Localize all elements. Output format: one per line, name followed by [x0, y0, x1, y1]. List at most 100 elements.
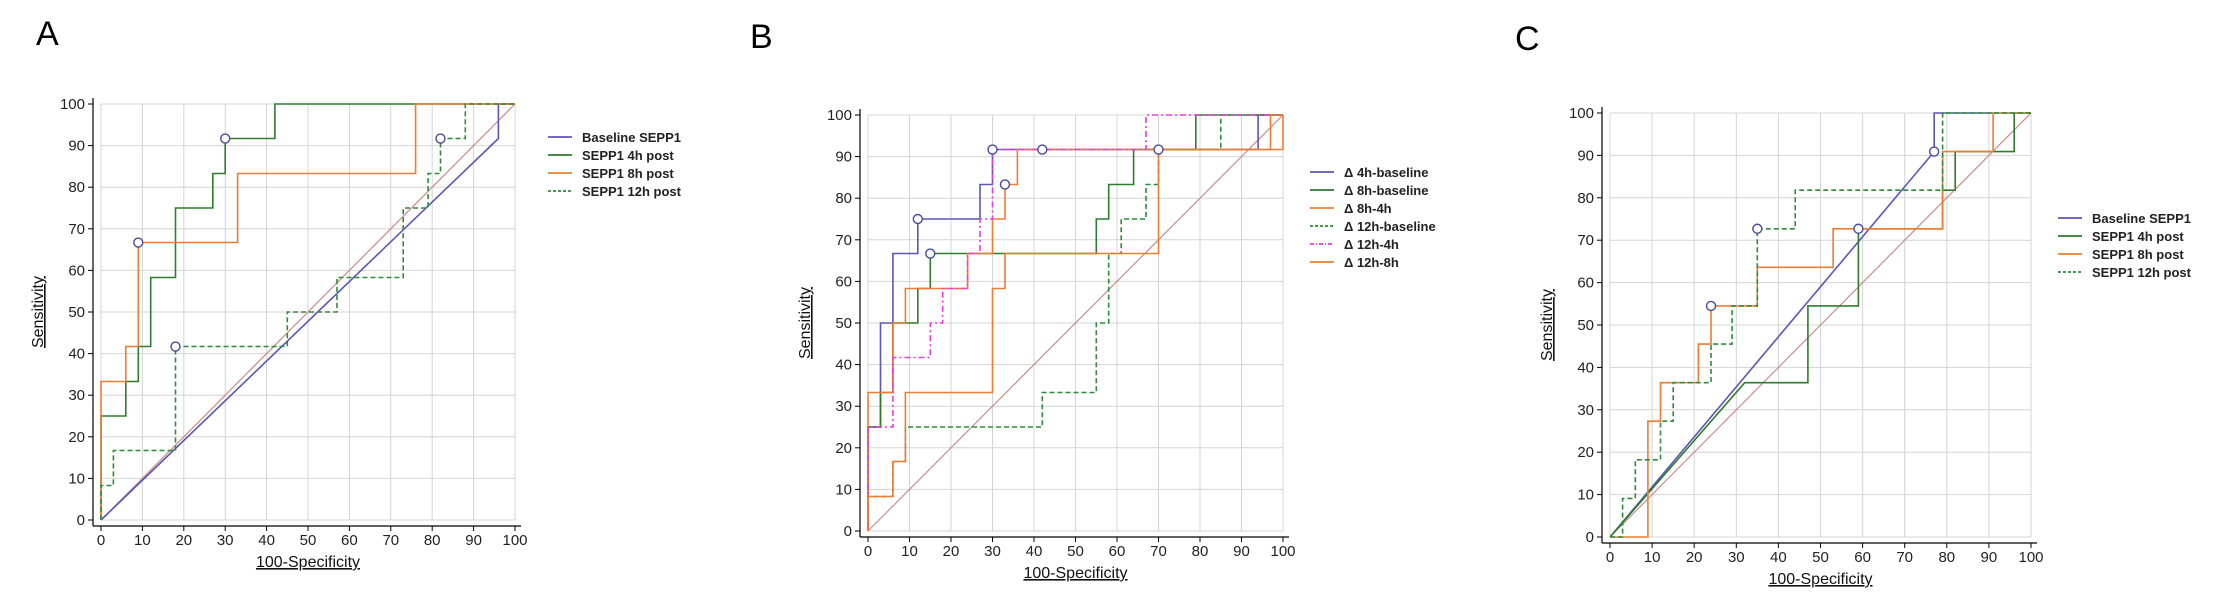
x-tick-label: 30 — [217, 532, 234, 549]
legend-label: Δ 8h-4h — [1344, 201, 1392, 216]
x-tick-label: 90 — [1981, 549, 1998, 566]
x-tick-label: 40 — [1770, 549, 1787, 566]
panel-a: A 0 10 20 30 40 50 60 70 80 90 100 0 10 20 30 40 50 60 70 80… — [30, 15, 682, 571]
x-tick-label: 60 — [1109, 543, 1126, 560]
legend-label: SEPP1 4h post — [582, 148, 674, 163]
x-tick-label: 80 — [1192, 543, 1209, 560]
x-tick-label: 70 — [1150, 543, 1167, 560]
y-tick-label: 60 — [835, 273, 852, 290]
x-axis-label: 100-Specificity — [1768, 571, 1872, 588]
x-tick-label: 20 — [175, 532, 192, 549]
y-tick-label: 80 — [835, 190, 852, 207]
y-tick-label: 90 — [835, 149, 852, 166]
y-tick-label: 50 — [835, 315, 852, 332]
x-tick-label: 100 — [2018, 549, 2043, 566]
y-tick-label: 40 — [1577, 359, 1594, 376]
legend-label: SEPP1 12h post — [2092, 265, 2192, 280]
y-tick-label: 50 — [1577, 317, 1594, 334]
y-tick-label: 50 — [68, 304, 85, 321]
y-tick-label: 70 — [1577, 232, 1594, 249]
x-tick-label: 10 — [901, 543, 918, 560]
x-tick-label: 80 — [424, 532, 441, 549]
y-tick-label: 70 — [835, 232, 852, 249]
x-tick-label: 70 — [382, 532, 399, 549]
y-tick-label: 90 — [1577, 147, 1594, 164]
cutoff-marker — [1928, 146, 1940, 157]
panel-label: B — [750, 18, 773, 56]
cutoff-marker — [133, 237, 144, 248]
y-axis-label: Sensitivity — [797, 287, 814, 359]
legend-label: SEPP1 8h post — [582, 166, 674, 181]
x-tick-label: 0 — [1606, 549, 1614, 566]
series-line-6 — [867, 114, 1283, 531]
panel-b: B 0 10 20 30 40 50 60 70 80 90 100 0 10 20 30 40 50 60 70 80… — [750, 18, 1436, 582]
y-tick-label: 60 — [1577, 275, 1594, 292]
panel-label: A — [36, 15, 59, 53]
cutoff-marker — [987, 144, 998, 155]
y-tick-label: 10 — [835, 481, 852, 498]
cutoff-marker — [1853, 223, 1864, 234]
x-axis-label: 100-Specificity — [1023, 565, 1127, 582]
y-tick-label: 0 — [77, 512, 85, 529]
reference-diagonal — [867, 114, 1284, 532]
y-tick-label: 100 — [827, 107, 852, 124]
y-tick-label: 100 — [60, 96, 85, 113]
legend-label: SEPP1 4h post — [2092, 229, 2184, 244]
cutoff-marker — [219, 133, 231, 144]
cutoff-marker — [999, 179, 1011, 190]
x-tick-label: 20 — [943, 543, 960, 560]
cutoff-marker — [170, 341, 181, 352]
series-line-4 — [1610, 112, 2031, 538]
legend-label: Baseline SEPP1 — [582, 130, 681, 145]
x-axis-label: 100-Specificity — [256, 554, 360, 571]
cutoff-marker — [435, 133, 446, 144]
y-tick-label: 40 — [835, 357, 852, 374]
x-tick-label: 60 — [1854, 549, 1871, 566]
cutoff-marker — [1037, 144, 1048, 155]
x-tick-label: 50 — [1067, 543, 1084, 560]
x-tick-label: 10 — [1644, 549, 1661, 566]
y-tick-label: 20 — [68, 429, 85, 446]
x-tick-label: 100 — [1270, 543, 1295, 560]
x-tick-label: 50 — [1812, 549, 1829, 566]
y-tick-label: 70 — [68, 221, 85, 238]
cutoff-marker — [1153, 144, 1164, 155]
y-tick-label: 100 — [1569, 105, 1594, 122]
x-tick-label: 40 — [1026, 543, 1043, 560]
y-axis-label: Sensitivity — [30, 276, 47, 348]
panel-c: C 0 10 20 30 40 50 60 70 80 90 100 0 10 20 30 40 50 60 70 80… — [1515, 20, 2192, 588]
x-tick-label: 100 — [502, 532, 527, 549]
series-line-3 — [867, 115, 1284, 531]
series-line-2 — [100, 103, 515, 520]
legend-label: SEPP1 8h post — [2092, 247, 2184, 262]
y-tick-label: 30 — [835, 398, 852, 415]
y-tick-label: 0 — [844, 523, 852, 540]
x-tick-label: 90 — [1233, 543, 1250, 560]
cutoff-marker — [1705, 300, 1717, 312]
x-tick-label: 30 — [1728, 549, 1745, 566]
x-tick-label: 70 — [1896, 549, 1913, 566]
x-tick-label: 10 — [134, 532, 151, 549]
x-tick-label: 0 — [97, 532, 105, 549]
legend-label: Δ 12h-4h — [1344, 237, 1399, 252]
cutoff-marker — [1752, 223, 1763, 234]
y-tick-label: 60 — [68, 262, 85, 279]
y-tick-label: 0 — [1586, 529, 1594, 546]
legend-label: Δ 12h-baseline — [1344, 219, 1436, 234]
legend-label: Δ 4h-baseline — [1344, 165, 1428, 180]
legend-label: SEPP1 12h post — [582, 184, 682, 199]
y-tick-label: 20 — [835, 440, 852, 457]
x-tick-label: 20 — [1686, 549, 1703, 566]
x-tick-label: 80 — [1938, 549, 1955, 566]
cutoff-marker — [912, 213, 923, 225]
y-tick-label: 40 — [68, 346, 85, 363]
y-axis-label: Sensitivity — [1539, 289, 1556, 361]
y-tick-label: 30 — [1577, 402, 1594, 419]
x-tick-label: 30 — [984, 543, 1001, 560]
legend-label: Baseline SEPP1 — [2092, 211, 2191, 226]
cutoff-marker — [925, 248, 936, 259]
y-tick-label: 30 — [68, 387, 85, 404]
y-tick-label: 90 — [68, 138, 85, 155]
x-tick-label: 50 — [300, 532, 317, 549]
